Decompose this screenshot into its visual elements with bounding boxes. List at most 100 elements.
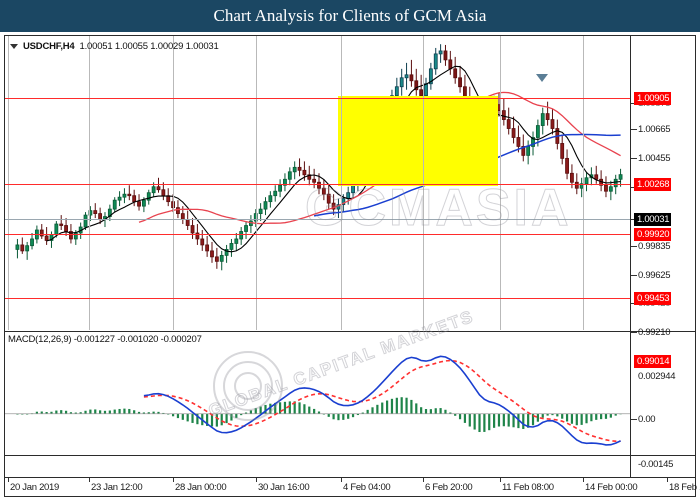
candle-body [210, 250, 214, 258]
candle-body [263, 201, 268, 210]
macd-histogram-bar [220, 413, 223, 426]
candle-body [273, 190, 278, 197]
macd-histogram-bar [50, 411, 53, 414]
time-tick [423, 478, 424, 482]
candle-body [239, 231, 244, 240]
macd-label: MACD(12,26,9) -0.001227 -0.001020 -0.000… [8, 334, 202, 345]
macd-histogram-bar [240, 413, 243, 416]
price-level-tag[interactable]: 1.00031 [634, 213, 672, 226]
macd-histogram-bar [147, 412, 150, 414]
macd-histogram-bar [40, 411, 43, 414]
macd-histogram-bar [288, 401, 291, 414]
axis-separator-line [630, 36, 631, 477]
macd-histogram-bar [439, 408, 442, 414]
ohlc-values: 1.00051 1.00055 1.00029 1.00031 [79, 40, 219, 52]
candle-body [122, 193, 127, 198]
macd-histogram-bar [458, 413, 462, 420]
macd-histogram-bar [371, 407, 374, 414]
macd-histogram-bar [473, 413, 476, 430]
macd-histogram-bar [278, 402, 282, 414]
macd-histogram-bar [84, 410, 87, 414]
price-axis-label: 0.99210 [638, 327, 671, 338]
price-level-tag[interactable]: 0.99920 [634, 228, 672, 241]
candle-body [443, 50, 448, 61]
level-line-support-1 [5, 234, 630, 235]
macd-pane[interactable]: MACD(12,26,9) -0.001227 -0.001020 -0.000… [5, 331, 695, 455]
macd-histogram-bar [488, 413, 491, 431]
candle-body [516, 137, 521, 147]
macd-histogram-bar [264, 404, 267, 414]
macd-histogram-bar [274, 402, 277, 414]
macd-histogram-bar [259, 406, 262, 414]
highlight-rectangle [338, 96, 498, 186]
price-pane[interactable]: USDCHF,H4 1.00051 1.00055 1.00029 1.0003… [5, 36, 695, 330]
candle-body [214, 256, 219, 262]
macd-histogram-bar [385, 400, 389, 414]
gridline-vertical [256, 36, 257, 330]
candle-body [292, 166, 297, 173]
window-title-bar: Chart Analysis for Clients of GCM Asia [0, 0, 700, 32]
macd-histogram-bar [103, 410, 107, 414]
macd-signal-line [143, 359, 621, 442]
macd-histogram-bar [444, 409, 447, 414]
macd-histogram-bar [463, 413, 467, 423]
candle-body [146, 192, 151, 201]
time-axis-label: 23 Jan 12:00 [91, 482, 143, 493]
candle-body [521, 146, 526, 156]
page-title: Chart Analysis for Clients of GCM Asia [213, 6, 487, 25]
gridline-vertical [173, 36, 174, 330]
price-axis[interactable]: 1.008751.006651.004551.002451.000310.998… [631, 36, 695, 477]
candle-body [15, 244, 20, 250]
candle-body [531, 137, 535, 147]
time-axis-label: 28 Jan 00:00 [175, 482, 227, 493]
macd-histogram-bar [99, 410, 102, 414]
chevron-down-icon[interactable] [10, 43, 18, 49]
candle-body [419, 89, 424, 97]
candle-body [44, 235, 49, 241]
macd-histogram-bar [366, 409, 369, 414]
candle-body [458, 77, 462, 88]
macd-histogram-bar [614, 413, 617, 416]
symbol-header[interactable]: USDCHF,H4 1.00051 1.00055 1.00029 1.0003… [10, 39, 219, 53]
macd-histogram-bar [361, 412, 364, 414]
candle-body [570, 172, 574, 183]
macd-histogram-bar [133, 410, 136, 414]
price-level-tag[interactable]: 1.00268 [634, 178, 672, 191]
candle-body [137, 201, 141, 207]
macd-histogram-bar [512, 413, 515, 428]
candle-body [117, 196, 122, 201]
time-axis-label: 6 Feb 20:00 [425, 482, 473, 493]
candle-body [161, 189, 166, 197]
candle-body [574, 181, 579, 189]
macd-header: MACD(12,26,9) -0.001227 -0.001020 -0.000… [8, 334, 202, 347]
candle-body [560, 143, 565, 159]
candle-body [506, 119, 511, 129]
macd-histogram-bar [337, 413, 340, 421]
candle-body [608, 186, 613, 192]
candle-body [190, 225, 195, 234]
price-level-tag[interactable]: 1.00905 [634, 92, 672, 105]
time-axis[interactable]: 20 Jan 2019 23 Jan 12:00 28 Jan 00:00 30 Ja… [5, 477, 700, 496]
price-level-tag[interactable]: 0.99453 [634, 292, 672, 305]
candle-body [501, 110, 506, 120]
candle-body [54, 223, 59, 235]
price-level-tag[interactable]: 0.99014 [634, 355, 672, 368]
candle-body [540, 113, 545, 126]
time-axis-label: 30 Jan 16:00 [258, 482, 310, 493]
macd-histogram-bar [16, 413, 19, 415]
macd-histogram-bar [410, 399, 413, 414]
macd-histogram-bar [522, 413, 525, 429]
price-axis-label: 0.99625 [638, 270, 671, 281]
macd-histogram-bar [137, 411, 141, 414]
macd-histogram-bar [551, 413, 554, 416]
candle-body [565, 157, 569, 174]
macd-histogram-bar [497, 413, 501, 427]
price-axis-label: 1.00455 [638, 153, 671, 164]
candle-body [448, 59, 453, 70]
macd-histogram-bar [322, 413, 325, 415]
candle-body [424, 83, 428, 97]
macd-histogram-bar [570, 413, 574, 424]
candle-body [428, 68, 433, 85]
candle-body [253, 213, 258, 222]
